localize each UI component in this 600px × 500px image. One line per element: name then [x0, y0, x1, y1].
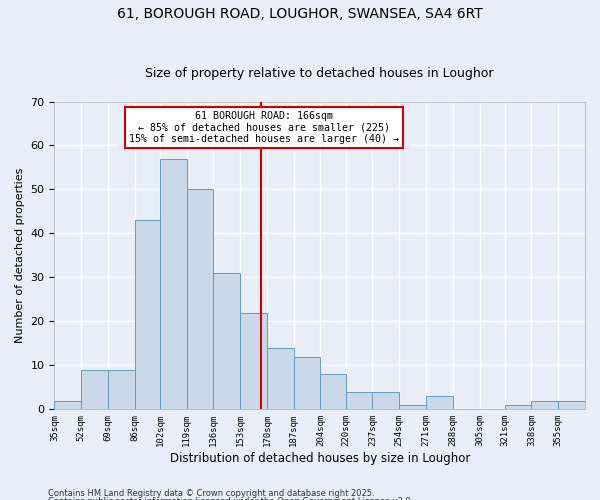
Bar [532, 400, 558, 409]
Bar [267, 348, 294, 410]
Bar [240, 312, 267, 410]
Bar [81, 370, 108, 410]
Bar [135, 220, 160, 410]
Bar [373, 392, 399, 409]
X-axis label: Distribution of detached houses by size in Loughor: Distribution of detached houses by size … [170, 452, 470, 465]
Text: 61, BOROUGH ROAD, LOUGHOR, SWANSEA, SA4 6RT: 61, BOROUGH ROAD, LOUGHOR, SWANSEA, SA4 … [117, 8, 483, 22]
Bar [214, 273, 240, 409]
Title: Size of property relative to detached houses in Loughor: Size of property relative to detached ho… [145, 66, 494, 80]
Bar [55, 400, 81, 409]
Y-axis label: Number of detached properties: Number of detached properties [15, 168, 25, 343]
Bar [426, 396, 453, 409]
Bar [160, 158, 187, 410]
Bar [108, 370, 135, 410]
Text: Contains public sector information licensed under the Open Government Licence v3: Contains public sector information licen… [48, 498, 413, 500]
Bar [399, 405, 426, 409]
Bar [505, 405, 532, 409]
Bar [294, 356, 320, 410]
Bar [187, 190, 214, 410]
Text: 61 BOROUGH ROAD: 166sqm
← 85% of detached houses are smaller (225)
15% of semi-d: 61 BOROUGH ROAD: 166sqm ← 85% of detache… [129, 110, 399, 144]
Bar [320, 374, 346, 410]
Bar [558, 400, 585, 409]
Text: Contains HM Land Registry data © Crown copyright and database right 2025.: Contains HM Land Registry data © Crown c… [48, 488, 374, 498]
Bar [346, 392, 373, 409]
